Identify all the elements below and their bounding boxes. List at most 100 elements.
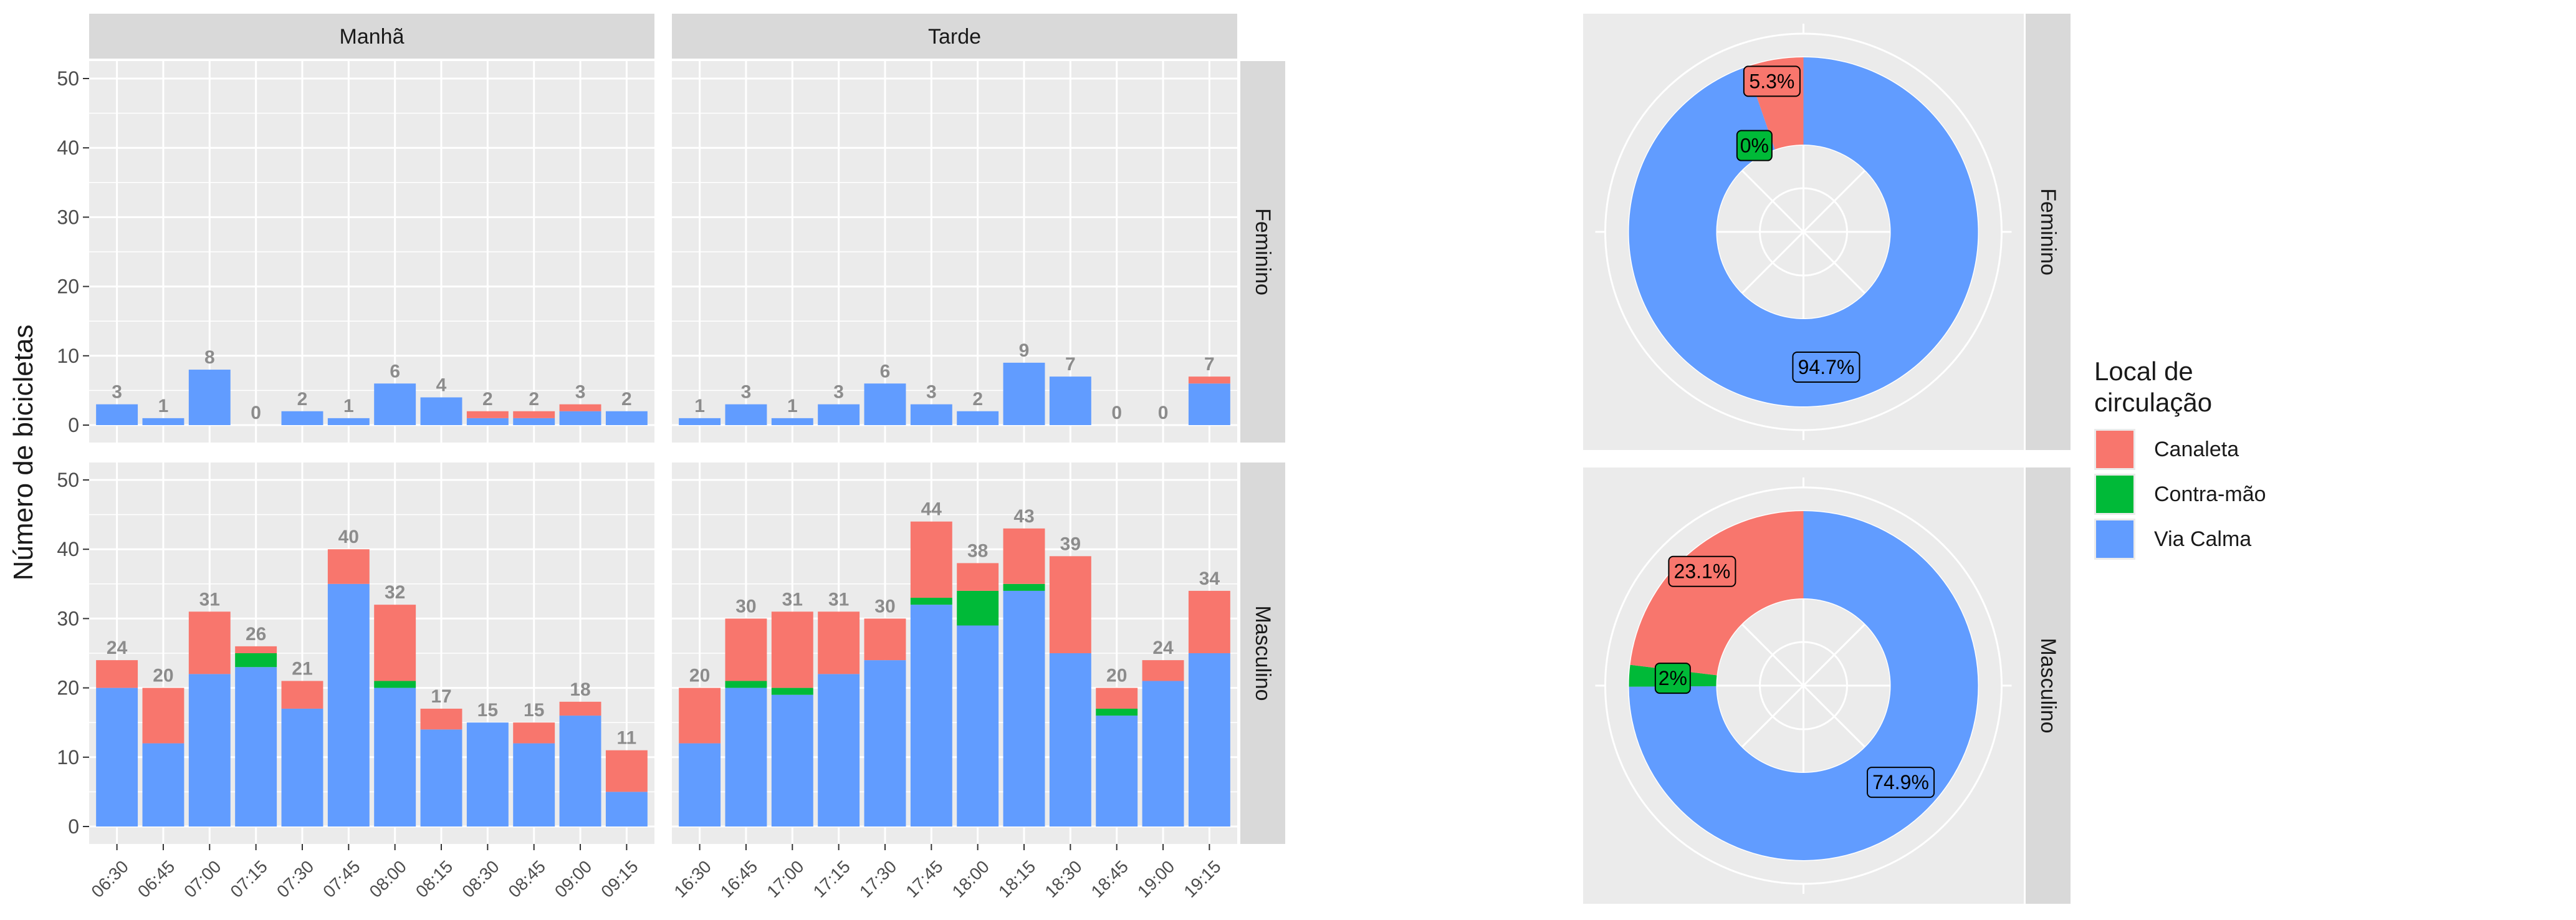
- y-tick-label: 10: [57, 746, 79, 769]
- bar-canaleta-0715: [235, 646, 277, 653]
- bar-canaleta-1915: [1188, 590, 1230, 653]
- bar-contra-mao-1700: [771, 688, 813, 695]
- total-label-1630: 1: [694, 396, 705, 416]
- bar-canaleta-0800: [374, 605, 416, 681]
- polar-grid-spoke: [1741, 231, 1804, 295]
- slice-label-via-calma: 94.7%: [1798, 356, 1855, 378]
- bar-canaleta-1715: [818, 611, 860, 674]
- y-tick-label: 0: [68, 815, 79, 838]
- bar-canaleta-1700: [771, 611, 813, 688]
- bar-via-calma-1745: [910, 605, 952, 827]
- x-tick-label-1845: 18:45: [1088, 856, 1132, 901]
- total-label-1645: 30: [735, 596, 756, 616]
- bar-via-calma-1745: [910, 404, 952, 425]
- slice-label-box-via-calma: [1867, 767, 1935, 798]
- bar-via-calma-0800: [374, 688, 416, 827]
- total-label-0830: 15: [477, 700, 498, 721]
- total-label-0900: 3: [575, 382, 586, 403]
- bar-via-calma-0645: [142, 743, 184, 827]
- slice-label-via-calma: 74.9%: [1872, 771, 1929, 793]
- slice-label-canaleta: 23.1%: [1674, 560, 1731, 583]
- bar-canaleta-1800: [957, 563, 999, 591]
- bar-via-calma-0745: [327, 583, 370, 827]
- bar-via-calma-0745: [327, 418, 370, 425]
- donut-chart: Feminino 5.3% 0% 94.7% Masculino 23.1% 2% 74.9%: [1583, 14, 2071, 904]
- x-tick-label-1900: 19:00: [1134, 856, 1178, 901]
- bar-via-calma-0845: [513, 743, 555, 827]
- slice-label-canaleta: 5.3%: [1749, 70, 1794, 92]
- legend: Local de circulação Canaleta Contra-mão Via…: [2094, 357, 2266, 560]
- total-label-0630: 3: [112, 382, 122, 403]
- x-tick-label-1630: 16:30: [671, 856, 715, 901]
- total-label-0730: 21: [292, 658, 312, 679]
- bar-via-calma-0645: [142, 418, 184, 425]
- bar-via-calma-1815: [1003, 362, 1045, 425]
- polar-grid-spoke: [1741, 684, 1804, 749]
- total-label-0815: 4: [436, 375, 447, 396]
- polar-grid-spoke: [1803, 231, 1866, 295]
- total-label-1800: 38: [967, 540, 988, 561]
- total-label-1745: 44: [921, 499, 942, 520]
- bar-via-calma-1630: [679, 743, 721, 827]
- bar-via-calma-1915: [1188, 653, 1230, 827]
- bar-via-calma-0730: [281, 708, 323, 827]
- x-tick-label-0830: 08:30: [458, 856, 502, 901]
- bar-canaleta-0645: [142, 688, 184, 744]
- total-label-1830: 39: [1060, 534, 1081, 554]
- x-tick-label-0800: 08:00: [366, 856, 410, 901]
- y-tick-label: 0: [68, 414, 79, 436]
- bar-via-calma-1715: [818, 404, 860, 425]
- bar-via-calma-1815: [1003, 590, 1045, 827]
- x-tick-label-0900: 09:00: [551, 856, 595, 901]
- total-label-1730: 6: [880, 361, 891, 381]
- total-label-0645: 20: [153, 666, 173, 686]
- bar-canaleta-0845: [513, 411, 555, 418]
- legend-title-line: Local de: [2094, 357, 2193, 386]
- total-label-0630: 24: [107, 638, 128, 658]
- x-tick-label-0745: 07:45: [319, 856, 363, 901]
- x-tick-label-1730: 17:30: [856, 856, 900, 901]
- total-label-1730: 30: [874, 596, 895, 616]
- polar-grid-spoke: [1741, 623, 1804, 687]
- total-label-0915: 11: [617, 728, 637, 749]
- y-tick-label: 20: [57, 276, 79, 298]
- bar-canaleta-0845: [513, 722, 555, 744]
- bar-via-calma-0915: [605, 411, 648, 425]
- total-label-1915: 7: [1204, 354, 1215, 375]
- total-label-1815: 43: [1013, 506, 1034, 527]
- bar-via-calma-0900: [559, 411, 601, 425]
- total-label-1900: 24: [1152, 638, 1174, 658]
- total-label-0800: 6: [390, 361, 400, 381]
- x-tick-label-1745: 17:45: [902, 856, 946, 901]
- total-label-1915: 34: [1199, 568, 1220, 589]
- bar-via-calma-0845: [513, 418, 555, 425]
- bar-canaleta-1815: [1003, 528, 1045, 584]
- x-tick-label-0645: 06:45: [134, 856, 178, 901]
- y-tick-label: 30: [57, 206, 79, 228]
- bar-via-calma-0700: [188, 674, 231, 827]
- strip-label-feminino: Feminino: [2036, 188, 2060, 276]
- slice-label-box-via-calma: [1792, 351, 1860, 383]
- x-tick-label-0815: 08:15: [412, 856, 456, 901]
- polar-grid-spoke: [1803, 684, 1866, 749]
- bar-via-calma-1730: [864, 383, 906, 425]
- legend-key-canaleta: [2096, 431, 2133, 468]
- legend-key-contra-mao: [2096, 476, 2133, 513]
- total-label-1715: 31: [828, 589, 849, 610]
- bar-via-calma-1800: [957, 625, 999, 827]
- bar-contra-mao-0800: [374, 681, 416, 688]
- x-tick-label-1800: 18:00: [949, 856, 993, 901]
- bar-canaleta-1830: [1049, 556, 1091, 653]
- bar-via-calma-1645: [725, 404, 767, 425]
- y-tick-label: 50: [57, 67, 79, 90]
- slice-label-contra-mao: 0%: [1740, 135, 1769, 157]
- total-label-1630: 20: [689, 666, 710, 686]
- bar-via-calma-1715: [818, 674, 860, 827]
- polar-grid-spoke: [1803, 623, 1866, 687]
- total-label-0845: 2: [529, 389, 539, 410]
- strip-label-feminino: Feminino: [1251, 208, 1275, 295]
- total-label-1900: 0: [1158, 403, 1169, 423]
- bar-via-calma-1830: [1049, 376, 1091, 425]
